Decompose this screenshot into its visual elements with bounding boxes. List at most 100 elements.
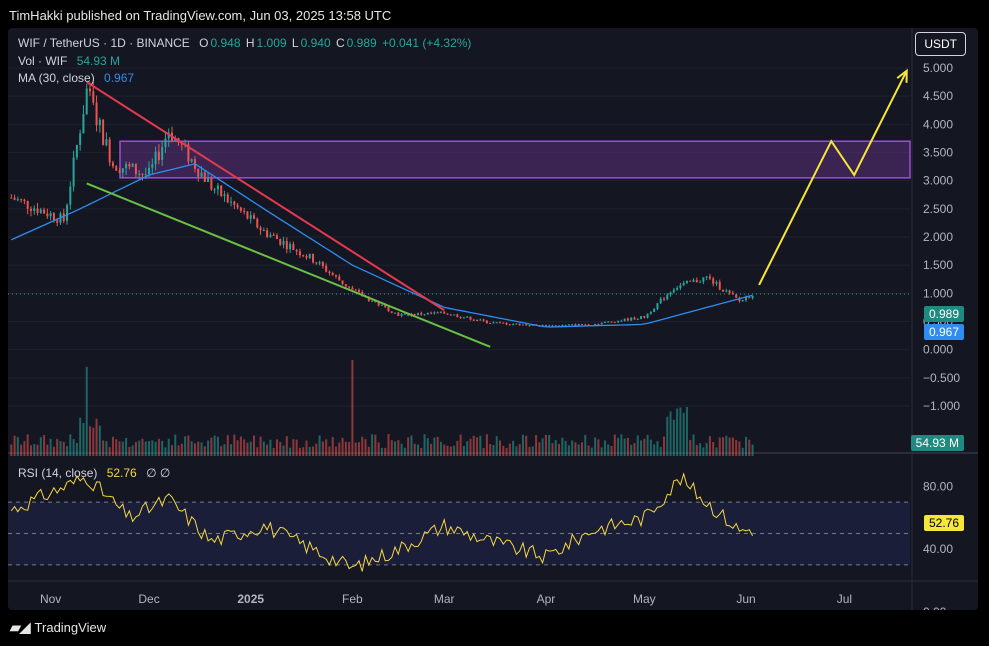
candle-body xyxy=(16,199,19,201)
volume-bar xyxy=(558,443,561,456)
volume-bar xyxy=(400,443,403,456)
candle-body xyxy=(646,313,649,318)
candle-body xyxy=(607,321,610,323)
candle-body xyxy=(216,185,219,190)
candle-body xyxy=(423,314,426,316)
candle-body xyxy=(197,168,200,177)
volume-bar xyxy=(292,439,295,456)
tradingview-footer[interactable]: ▰◢ TradingView xyxy=(10,619,106,636)
volume-bar xyxy=(177,445,180,456)
volume-bar xyxy=(640,440,643,456)
candle-body xyxy=(597,323,600,325)
volume-bar xyxy=(148,441,151,456)
volume-bar xyxy=(318,435,321,456)
candle-body xyxy=(403,313,406,315)
volume-bar xyxy=(121,441,124,456)
volume-bar xyxy=(193,443,196,456)
volume-bar xyxy=(499,440,501,456)
volume-bar xyxy=(561,437,564,456)
candle-body xyxy=(348,286,351,288)
open-label: O xyxy=(199,36,209,50)
candle-body xyxy=(131,163,134,167)
candle-body xyxy=(397,312,400,317)
volume-bar xyxy=(33,444,36,456)
candle-body xyxy=(436,312,439,314)
candle-body xyxy=(89,88,91,92)
volume-bar xyxy=(157,438,160,456)
candle-body xyxy=(630,317,633,321)
candle-body xyxy=(102,119,105,146)
candle-body xyxy=(692,279,695,282)
volume-bar xyxy=(239,436,242,456)
volume-bar xyxy=(187,435,190,456)
volume-bar xyxy=(584,434,587,456)
candle-body xyxy=(125,163,128,169)
tradingview-logo-icon: ▰◢ xyxy=(10,619,31,635)
candle-body xyxy=(640,316,643,319)
volume-bar xyxy=(335,446,337,456)
volume-bar xyxy=(731,437,734,456)
volume-bar xyxy=(541,438,544,456)
volume-bar xyxy=(85,366,88,456)
currency-button[interactable]: USDT xyxy=(915,32,966,56)
volume-bar xyxy=(623,438,626,456)
time-axis-label: Nov xyxy=(40,592,61,606)
candle-body xyxy=(482,319,485,321)
candle-body xyxy=(712,278,715,284)
candle-body xyxy=(79,133,82,146)
candle-body xyxy=(600,322,603,325)
candle-body xyxy=(702,277,705,282)
chart-panel[interactable]: 5.000 4.500 4.000 3.500 3.000 2.500 2.000 1.500… xyxy=(8,28,978,610)
volume-bar xyxy=(269,439,272,456)
candle-body xyxy=(515,323,518,325)
candle-body xyxy=(367,297,370,302)
candle-body xyxy=(751,295,754,298)
volume-bar xyxy=(551,443,554,456)
candle-body xyxy=(331,272,334,276)
volume-legend[interactable]: Vol · WIF 54.93 M xyxy=(18,54,122,68)
volume-bar xyxy=(351,360,354,456)
candle-body xyxy=(269,234,272,237)
candle-body xyxy=(387,306,390,312)
volume-bar xyxy=(230,444,233,456)
volume-bar xyxy=(538,442,541,456)
volume-bar xyxy=(262,441,265,456)
rsi-axis-label: 80.00 xyxy=(923,479,953,493)
volume-bar xyxy=(92,427,95,456)
chart-canvas[interactable]: 5.000 4.500 4.000 3.500 3.000 2.500 2.000 1.500… xyxy=(8,28,978,610)
candle-body xyxy=(748,297,751,299)
volume-bar xyxy=(620,434,623,456)
volume-bar xyxy=(75,442,78,456)
candle-body xyxy=(43,209,46,214)
candle-body xyxy=(62,213,65,221)
volume-bar xyxy=(151,440,154,456)
symbol-name[interactable]: WIF / TetherUS · 1D · BINANCE xyxy=(18,36,190,50)
candle-body xyxy=(521,324,524,326)
candle-body xyxy=(584,324,587,326)
volume-bar xyxy=(728,437,731,456)
rsi-legend[interactable]: RSI (14, close) 52.76 ∅ ∅ xyxy=(18,466,172,480)
candle-body xyxy=(462,317,465,319)
volume-bar xyxy=(603,440,606,456)
volume-bar xyxy=(259,436,262,456)
candle-body xyxy=(603,321,606,323)
volume-bar xyxy=(348,441,351,456)
rsi-null-icons: ∅ ∅ xyxy=(146,466,171,480)
candle-body xyxy=(633,317,636,320)
candle-body xyxy=(479,319,482,321)
candle-body xyxy=(98,119,101,126)
candle-body xyxy=(239,207,242,211)
volume-bar xyxy=(26,434,29,456)
volume-bar xyxy=(357,442,360,456)
open-value: 0.948 xyxy=(210,36,241,50)
ma-legend[interactable]: MA (30, close) 0.967 xyxy=(18,71,136,85)
volume-bar xyxy=(715,447,718,456)
volume-bar xyxy=(679,407,682,456)
candle-body xyxy=(121,168,124,173)
candle-body xyxy=(695,279,698,283)
candle-body xyxy=(564,324,567,326)
candle-body xyxy=(735,294,738,298)
candle-body xyxy=(85,88,88,115)
ma-price-tag: 0.967 xyxy=(923,324,964,340)
volume-bar xyxy=(502,445,505,456)
